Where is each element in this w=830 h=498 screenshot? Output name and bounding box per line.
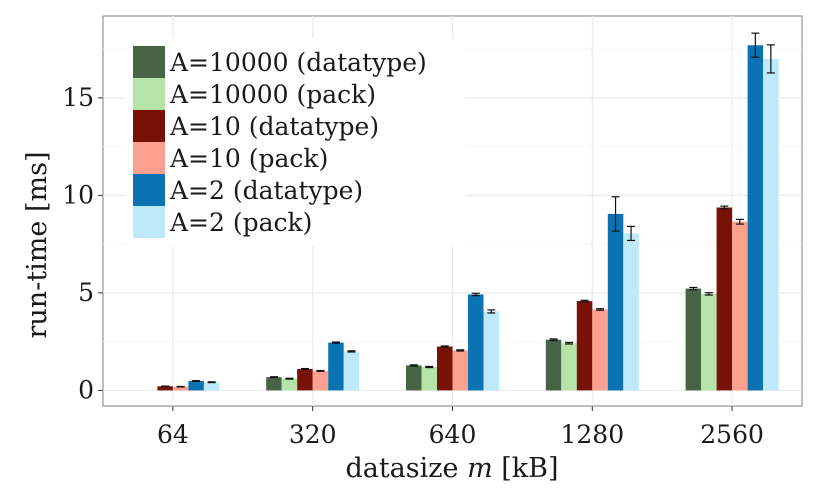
y-tick-label: 5 [78,278,94,307]
bar [747,45,764,391]
x-axis-title-prefix: datasize [345,453,467,484]
bar [685,288,702,391]
bar [281,378,298,391]
bar [576,301,593,391]
bar [328,342,344,391]
bar [545,339,562,391]
x-axis-title-variable: m [467,453,493,484]
legend-key [133,142,165,174]
bar [732,221,748,391]
legend-key [133,206,165,238]
legend-label: A=10000 (datatype) [169,48,427,77]
legend-label: A=2 (pack) [169,208,312,237]
y-tick-label: 0 [78,375,94,404]
legend-key [133,46,165,78]
bar [172,386,189,391]
bar [421,367,437,391]
bar [406,365,422,391]
bar [452,350,468,391]
bar [716,207,733,391]
legend: A=10000 (datatype) A=10000 (pack) A=10 (da… [125,38,465,246]
legend-key [133,174,165,206]
x-tick-label: 640 [429,420,477,449]
y-axis: 0 5 10 15 [62,83,103,404]
bar [312,370,329,391]
y-tick-label: 15 [62,83,94,112]
legend-label: A=2 (datatype) [169,176,363,205]
x-tick-label: 2560 [700,420,764,449]
bar [607,213,624,391]
bar [623,233,639,391]
bar [157,386,173,391]
bars [157,45,779,391]
x-tick-label: 1280 [560,420,624,449]
error-bars [161,32,775,388]
x-tick-label: 320 [289,420,337,449]
bar [592,309,608,391]
x-tick-label: 64 [157,420,189,449]
bar [343,351,360,391]
bar [297,368,313,391]
y-axis-title: run-time [ms] [22,152,53,339]
bar [561,343,577,391]
x-axis-title: datasize m [kB] [345,453,558,484]
bar [468,294,484,391]
bar [203,382,220,391]
bar [266,377,282,391]
bar [483,311,499,391]
x-axis-title-suffix: [kB] [493,453,559,484]
y-tick-label: 10 [62,180,94,209]
bar [188,381,204,391]
bar [763,58,779,391]
bar [437,346,453,391]
legend-key [133,78,165,110]
legend-key [133,110,165,142]
legend-label: A=10 (datatype) [169,112,379,141]
legend-label: A=10 (pack) [169,144,328,173]
legend-background [125,38,465,246]
bar [701,293,717,391]
legend-label: A=10000 (pack) [169,80,376,109]
x-axis: 64 320 640 1280 2560 [157,406,764,449]
